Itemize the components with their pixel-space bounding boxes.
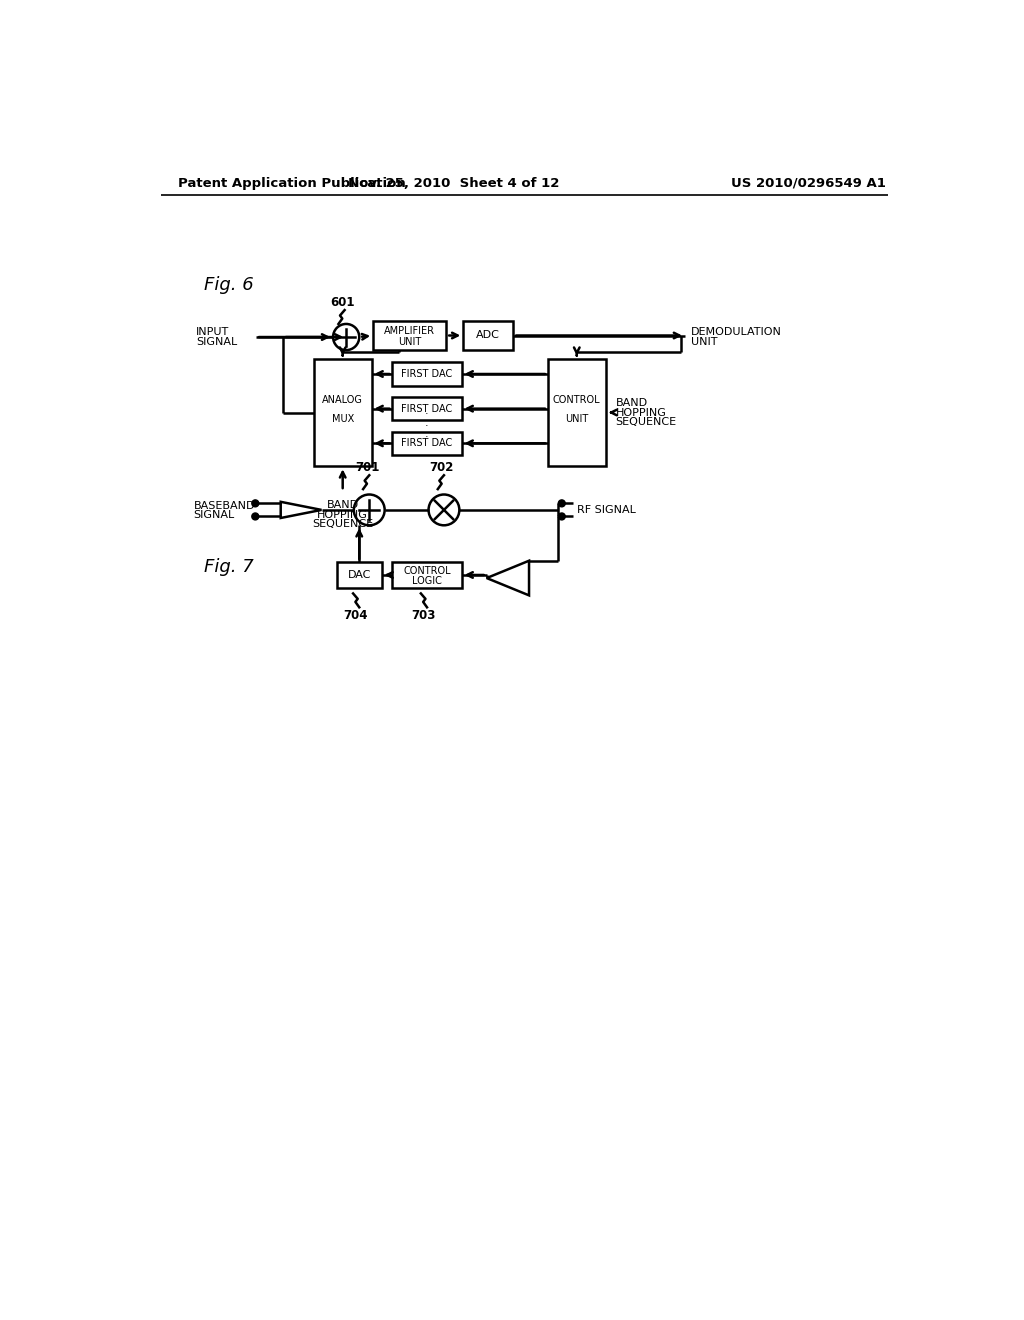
Circle shape: [252, 500, 259, 507]
Bar: [392, 432, 462, 455]
Text: Nov. 25, 2010  Sheet 4 of 12: Nov. 25, 2010 Sheet 4 of 12: [348, 177, 560, 190]
Text: Fig. 7: Fig. 7: [204, 557, 254, 576]
Bar: [463, 321, 513, 350]
Circle shape: [252, 513, 259, 520]
Text: ·
·
·: · · ·: [425, 409, 429, 442]
Text: MUX: MUX: [332, 414, 354, 424]
Text: DAC: DAC: [347, 570, 371, 579]
Text: LOGIC: LOGIC: [412, 576, 442, 586]
Text: Patent Application Publication: Patent Application Publication: [178, 177, 407, 190]
Text: SEQUENCE: SEQUENCE: [615, 417, 677, 426]
Circle shape: [558, 500, 565, 507]
Text: HOPPING: HOPPING: [317, 510, 369, 520]
Bar: [548, 359, 605, 466]
Text: DEMODULATION: DEMODULATION: [691, 327, 782, 338]
Text: Fig. 6: Fig. 6: [204, 276, 254, 294]
Text: INPUT: INPUT: [196, 327, 229, 338]
Text: UNIT: UNIT: [691, 337, 718, 347]
Text: HOPPING: HOPPING: [615, 408, 667, 417]
Bar: [313, 359, 372, 466]
Text: 704: 704: [343, 609, 368, 622]
Text: 703: 703: [411, 609, 435, 622]
Text: CONTROL: CONTROL: [553, 395, 601, 404]
Text: BAND: BAND: [615, 399, 648, 408]
Text: FIRST DAC: FIRST DAC: [401, 370, 453, 379]
Text: SIGNAL: SIGNAL: [196, 337, 238, 347]
Text: CONTROL: CONTROL: [403, 566, 451, 576]
Text: SEQUENCE: SEQUENCE: [312, 519, 374, 529]
Text: BAND: BAND: [327, 500, 358, 511]
Text: ANALOG: ANALOG: [323, 395, 364, 404]
Bar: [392, 363, 462, 385]
Text: UNIT: UNIT: [565, 414, 589, 424]
Bar: [337, 562, 382, 589]
Text: UNIT: UNIT: [398, 337, 421, 347]
Text: AMPLIFIER: AMPLIFIER: [384, 326, 435, 337]
Text: BASEBAND: BASEBAND: [194, 500, 255, 511]
Text: FIRST DAC: FIRST DAC: [401, 404, 453, 413]
Bar: [392, 397, 462, 420]
Text: US 2010/0296549 A1: US 2010/0296549 A1: [731, 177, 886, 190]
Text: ADC: ADC: [476, 330, 500, 341]
Text: SIGNAL: SIGNAL: [194, 510, 234, 520]
Bar: [392, 562, 462, 589]
Bar: [373, 321, 446, 350]
Text: FIRST DAC: FIRST DAC: [401, 438, 453, 449]
Circle shape: [558, 513, 565, 520]
Text: 601: 601: [330, 296, 354, 309]
Text: 701: 701: [354, 461, 379, 474]
Text: 702: 702: [429, 461, 454, 474]
Text: RF SIGNAL: RF SIGNAL: [578, 506, 636, 515]
